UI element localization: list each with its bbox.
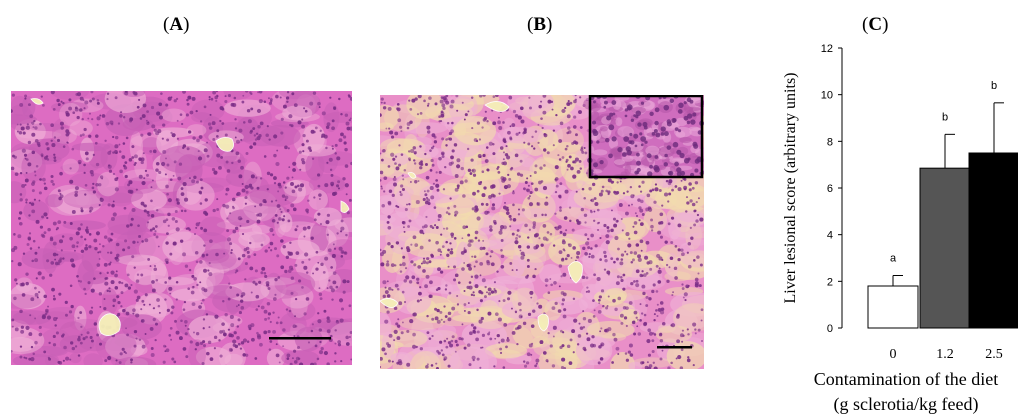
y-tick-label: 12 bbox=[821, 43, 833, 55]
lesion-score-chart: 0 2 4 6 8 10 12 Liver lesional score (arbitrary… bbox=[782, 43, 1018, 415]
micrograph-inset bbox=[583, 95, 704, 180]
significance-letter: b bbox=[991, 80, 997, 92]
x-tick-label: 2.5 bbox=[985, 347, 1003, 362]
bar-1.2 bbox=[919, 167, 971, 329]
bar-0 bbox=[867, 285, 919, 329]
panel-label-a: (A) bbox=[163, 14, 190, 35]
y-tick-label: 10 bbox=[821, 90, 833, 102]
significance-letter: a bbox=[890, 253, 897, 265]
panel-label-b: (B) bbox=[527, 14, 553, 35]
bar-2.5 bbox=[968, 152, 1018, 329]
x-axis-label: Contamination of the diet bbox=[814, 369, 998, 389]
y-tick-label: 8 bbox=[827, 136, 833, 148]
micrograph-control bbox=[11, 91, 352, 365]
micrograph-contaminated bbox=[380, 95, 704, 369]
x-tick-label: 1.2 bbox=[936, 347, 954, 362]
y-axis-label: Liver lesional score (arbitrary units) bbox=[782, 72, 799, 303]
micrograph-control-image bbox=[11, 91, 352, 365]
y-tick-label: 4 bbox=[827, 230, 833, 242]
y-tick-label: 6 bbox=[827, 183, 833, 195]
x-axis-sublabel: (g sclerotia/kg feed) bbox=[834, 394, 979, 415]
y-tick-label: 2 bbox=[827, 276, 833, 288]
x-tick-label: 0 bbox=[890, 347, 897, 362]
panel-label-c: (C) bbox=[862, 14, 889, 35]
micrograph-contaminated-image bbox=[380, 95, 704, 369]
significance-letter: b bbox=[942, 111, 948, 123]
y-tick-label: 0 bbox=[827, 323, 833, 335]
